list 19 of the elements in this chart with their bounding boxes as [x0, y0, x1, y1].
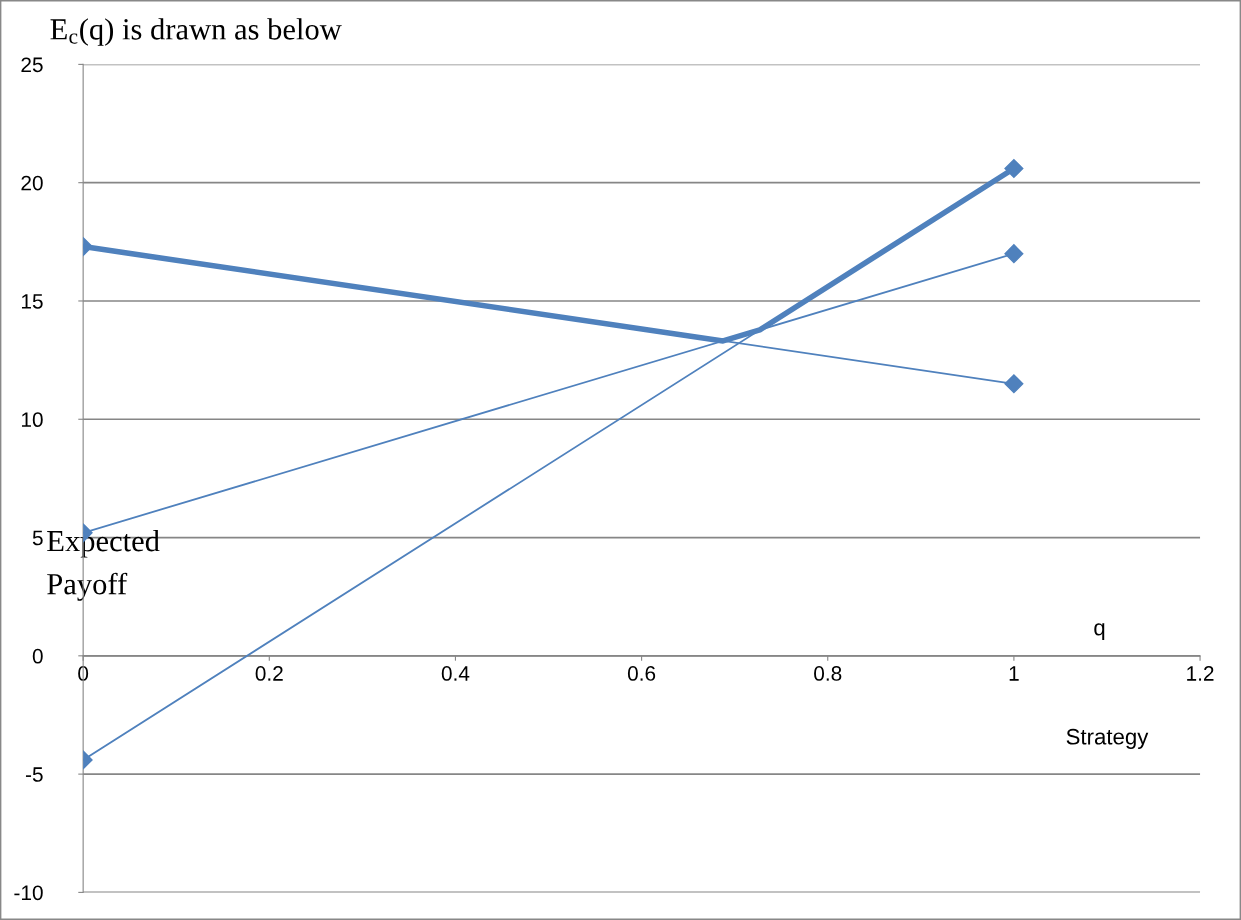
y-tick-label: 10: [21, 412, 43, 428]
y-tick-label: -5: [25, 767, 43, 782]
x-tick-label: 0.2: [255, 666, 283, 681]
x-tick-label: 1: [1009, 666, 1019, 681]
y-tick-label: 20: [21, 175, 43, 191]
annotation: Strategy: [1066, 728, 1149, 749]
x-axis-title: q: [1094, 623, 1105, 640]
y-axis-title: Expected Payoff: [47, 529, 160, 601]
y-tick-label: -10: [14, 885, 43, 901]
x-tick-label: 0.4: [441, 666, 470, 681]
x-tick-label: 0.6: [627, 666, 656, 681]
x-tick-label: 0: [78, 666, 89, 681]
y-tick-label: 25: [21, 57, 43, 73]
y-tick-label: 15: [21, 294, 43, 309]
y-tick-label: 5: [32, 530, 43, 546]
y-tick-label: 0: [32, 648, 43, 664]
x-tick-label: 0.8: [814, 666, 842, 681]
chart-title: E$_{c}$(q) is drawn as below: [50, 18, 342, 46]
x-tick-label: 1.2: [1187, 666, 1214, 681]
